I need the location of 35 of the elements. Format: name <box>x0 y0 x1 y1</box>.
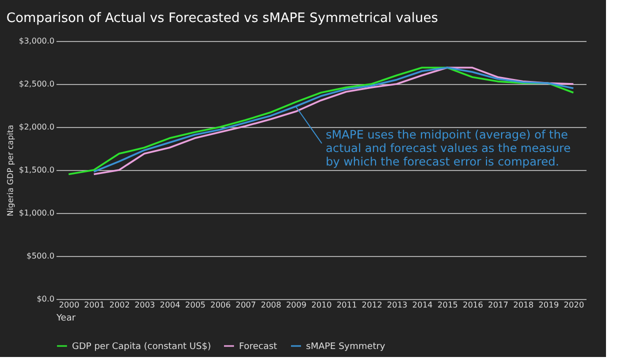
x-tick-label: 2009 <box>286 300 306 310</box>
y-tick-label: $1,500.0 <box>18 166 54 174</box>
x-tick-label: 2010 <box>311 300 332 310</box>
x-tick-label: 2017 <box>488 300 508 310</box>
legend-label: sMAPE Symmetry <box>306 342 386 352</box>
legend-label: GDP per Capita (constant US$) <box>72 342 211 352</box>
x-tick-label: 2011 <box>336 300 357 310</box>
x-tick-label: 2015 <box>438 300 458 310</box>
legend-label: Forecast <box>239 342 278 352</box>
x-tick-label: 2012 <box>362 300 382 310</box>
x-tick-label: 2002 <box>109 300 130 310</box>
x-tick-label: 2004 <box>160 300 180 310</box>
x-tick-label: 2019 <box>538 300 559 310</box>
x-tick-label: 2020 <box>564 300 584 310</box>
x-tick-label: 2005 <box>185 300 206 310</box>
x-tick-label: 2013 <box>387 300 408 310</box>
x-tick-label: 2001 <box>84 300 105 310</box>
y-tick-label: $500.0 <box>26 252 54 260</box>
y-tick-label: $2,500.0 <box>18 80 54 88</box>
annotation: sMAPE uses the midpoint (average) of the actual and forecast values as the measure by which the forecast error is compared. <box>326 127 571 168</box>
y-tick-label: $3,000.0 <box>18 36 54 46</box>
x-tick-label: 2018 <box>513 300 534 310</box>
x-axis-title: Year <box>56 314 76 324</box>
y-tick-label: $1,000.0 <box>18 208 54 218</box>
y-tick-label: $0.0 <box>36 294 54 304</box>
y-axis-title: Nigeria GDP per capita <box>6 124 15 216</box>
y-tick-label: $2,000.0 <box>18 122 54 132</box>
x-tick-label: 2007 <box>236 300 256 310</box>
x-tick-label: 2006 <box>210 300 231 310</box>
x-tick-label: 2003 <box>134 300 156 310</box>
chart-title: Comparison of Actual vs Forecasted vs sMAPE Symmetrical values <box>6 11 438 26</box>
x-tick-label: 2008 <box>260 300 282 310</box>
x-tick-label: 2016 <box>462 300 484 310</box>
x-tick-label: 2000 <box>58 300 80 310</box>
x-tick-label: 2014 <box>412 300 433 310</box>
